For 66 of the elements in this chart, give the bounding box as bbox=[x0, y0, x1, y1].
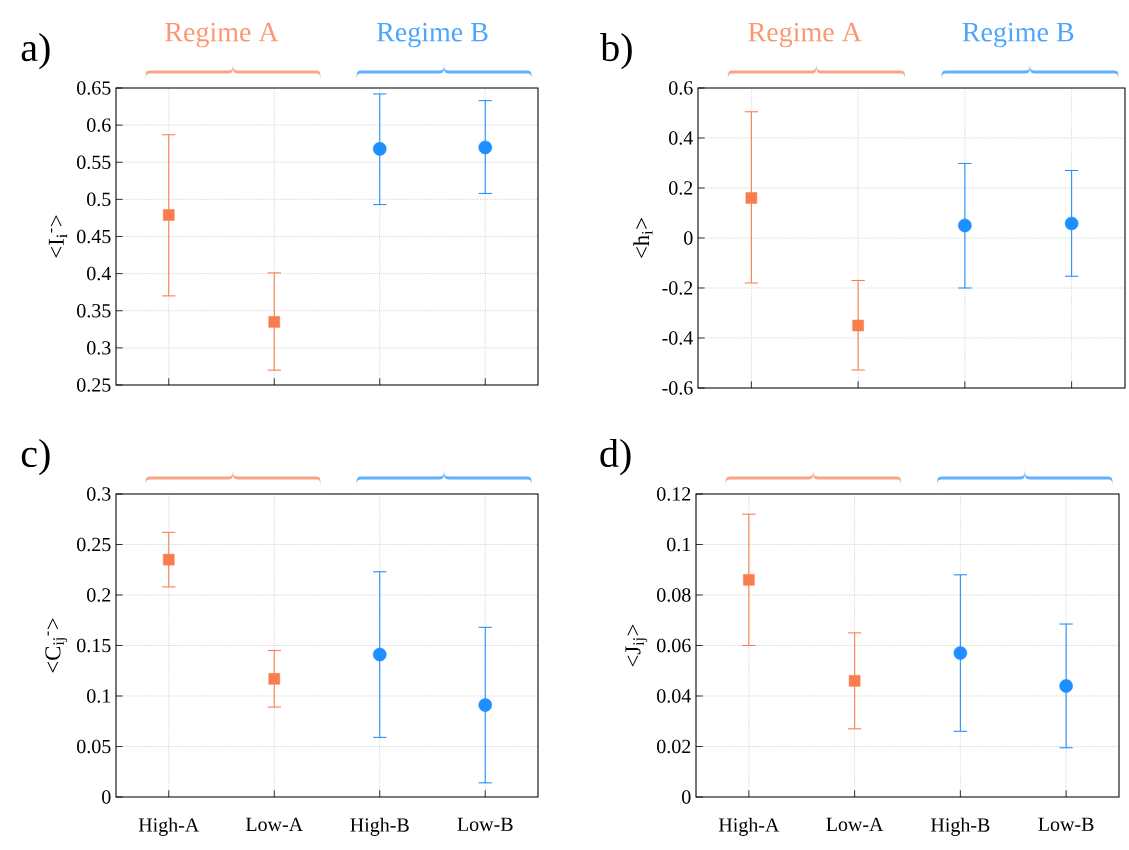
y-tick-label: 0.5 bbox=[87, 192, 111, 207]
y-axis-title: <I$_{i}$$^{-}$> bbox=[48, 215, 68, 258]
text: Regime A bbox=[165, 22, 279, 48]
point bbox=[1064, 216, 1079, 231]
point bbox=[478, 140, 493, 155]
y-axis-title: <J$_{ij}$> bbox=[625, 624, 648, 667]
y-tick-label: 0.6 bbox=[669, 81, 693, 95]
text: Regime A bbox=[748, 22, 862, 48]
chart-title: c) bbox=[21, 438, 50, 476]
chart-title: b) bbox=[600, 33, 632, 70]
y-tick-label: 0 bbox=[682, 790, 691, 804]
x-tick-label: Low-A bbox=[245, 817, 303, 832]
text: Regime B bbox=[376, 22, 488, 48]
y-tick-label: 0 bbox=[684, 231, 693, 245]
y-tick-label: 0.04 bbox=[657, 689, 691, 703]
point bbox=[1059, 679, 1073, 693]
y-tick-label: 0.15 bbox=[77, 638, 111, 653]
chart-title: a) bbox=[21, 33, 50, 70]
y-tick-label: 0.25 bbox=[77, 537, 111, 552]
y-tick-label: 0.2 bbox=[87, 588, 111, 602]
point bbox=[162, 553, 175, 566]
x-tick-label: Low-A bbox=[826, 817, 884, 832]
x-tick-label: Low-B bbox=[457, 817, 513, 831]
y-tick-label: 0.08 bbox=[657, 588, 691, 602]
y-tick-label: 0.55 bbox=[77, 155, 111, 170]
chart-title: d) bbox=[600, 438, 631, 476]
y-tick-label: 0.4 bbox=[87, 266, 111, 281]
point bbox=[953, 646, 968, 660]
y-tick-label: -0.4 bbox=[662, 331, 693, 345]
y-tick-label: 0.6 bbox=[87, 118, 111, 132]
y-tick-label: 0.06 bbox=[657, 638, 691, 653]
y-tick-label: 0.02 bbox=[657, 739, 691, 754]
y-tick-label: 0.12 bbox=[657, 487, 691, 501]
y-tick-label: 0.2 bbox=[669, 181, 693, 195]
y-tick-label: 0.05 bbox=[77, 739, 111, 754]
y-tick-label: 0.1 bbox=[87, 689, 111, 703]
point bbox=[852, 319, 864, 332]
y-tick-label: 0.65 bbox=[77, 81, 111, 95]
point bbox=[372, 647, 387, 662]
y-tick-label: 0.35 bbox=[77, 303, 111, 318]
x-tick-label: High-A bbox=[718, 817, 780, 836]
point bbox=[848, 675, 861, 687]
y-tick-label: 0.25 bbox=[77, 378, 111, 392]
x-tick-label: High-B bbox=[350, 817, 409, 836]
y-tick-label: 0.3 bbox=[87, 487, 111, 501]
point bbox=[745, 192, 758, 204]
y-tick-label: 0 bbox=[102, 790, 111, 804]
y-tick-label: 0.1 bbox=[667, 537, 691, 552]
y-axis-title: <h$_{i}$> bbox=[633, 218, 653, 258]
y-tick-label: -0.6 bbox=[662, 381, 693, 395]
y-tick-label: -0.2 bbox=[662, 281, 693, 295]
text: Regime B bbox=[962, 22, 1074, 48]
point bbox=[372, 142, 387, 156]
y-tick-label: 0.4 bbox=[669, 131, 693, 145]
point bbox=[268, 673, 281, 685]
x-tick-label: High-B bbox=[930, 817, 990, 836]
point bbox=[958, 218, 972, 233]
point bbox=[162, 209, 175, 221]
point bbox=[478, 698, 493, 712]
point bbox=[268, 316, 281, 328]
y-axis-title: <C$_{ij}$$^{-}$> bbox=[45, 618, 68, 673]
point bbox=[743, 574, 755, 586]
y-tick-label: 0.45 bbox=[77, 229, 111, 244]
y-tick-label: 0.3 bbox=[87, 341, 111, 355]
x-tick-label: High-A bbox=[138, 817, 200, 836]
x-tick-label: Low-B bbox=[1038, 817, 1094, 831]
